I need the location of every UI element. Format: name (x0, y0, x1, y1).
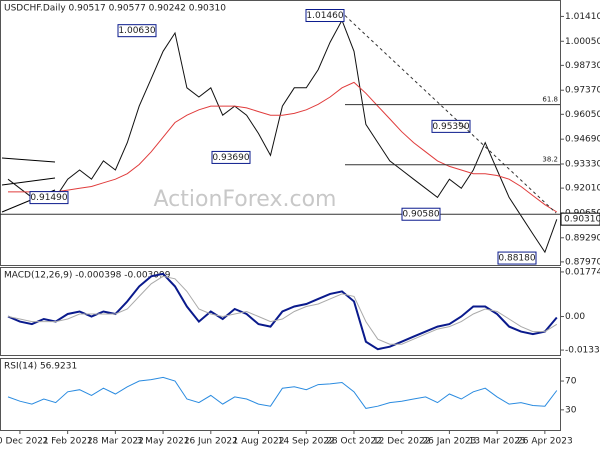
x-tick-label: 26 Jan 2023 (422, 437, 476, 447)
y-tick-label: 0.89290 (565, 233, 600, 243)
annotation-box (401, 207, 441, 221)
price-title: USDCHF.Daily 0.90517 0.90577 0.90242 0.9… (4, 4, 226, 14)
fib-label: 38.2 (542, 156, 558, 164)
price-panel (0, 0, 561, 266)
y-tick-label: 1.00050 (565, 37, 600, 47)
y-tick-label: 0.87970 (565, 257, 600, 267)
x-tick-label: 13 Mar 2023 (469, 437, 526, 447)
triangle-line (1, 177, 56, 186)
annotation-label: 0.93690 (212, 153, 249, 163)
macd-title: MACD(12,26,9) -0.000398 -0.003099 (4, 271, 171, 281)
series-line (8, 81, 558, 213)
annotation-box (497, 251, 537, 265)
x-tick-label: 12 Dec 2022 (373, 437, 431, 447)
annotation-box (117, 24, 157, 38)
y-tick-label: 0.00 (565, 312, 585, 322)
x-tick-label: 2 Feb 2022 (43, 437, 93, 447)
x-tick-label: 14 Sep 2022 (278, 437, 335, 447)
annotation-box (211, 150, 251, 164)
y-tick-label: 0.93330 (565, 160, 600, 170)
trend-line (344, 15, 557, 214)
rsi-panel (0, 358, 561, 431)
annotation-label: 0.91490 (30, 193, 67, 203)
annotation-box (29, 191, 69, 205)
annotation-label: 1.01460 (306, 11, 343, 21)
x-tick-label: 3 May 2022 (137, 437, 190, 447)
x-tick-label: 26 Apr 2023 (517, 437, 573, 447)
series-line (7, 19, 558, 254)
fib-label: 61.8 (542, 96, 558, 104)
macd-panel (0, 267, 561, 356)
annotation-label: 1.00630 (118, 26, 155, 36)
last-price-label: 0.90310 (564, 215, 600, 225)
series-line (7, 376, 558, 409)
x-tick-label: 18 Mar 2022 (87, 437, 144, 447)
y-tick-label: 0.97370 (565, 86, 600, 96)
series-line (7, 272, 558, 351)
y-tick-label: 0.01774 (565, 267, 600, 277)
last-price-box (560, 212, 600, 226)
rsi-title: RSI(14) 56.9231 (4, 362, 77, 372)
y-tick-label: 0.92010 (565, 184, 600, 194)
y-tick-label: 0.98730 (565, 61, 600, 71)
x-tick-label: 16 Jun 2022 (184, 437, 238, 447)
x-tick-label: 20 Dec 2021 (0, 437, 49, 447)
x-tick-label: 1 Aug 2022 (233, 437, 285, 447)
annotation-label: 0.90580 (402, 210, 439, 220)
y-tick-label: 30 (565, 405, 577, 415)
annotation-box (305, 9, 345, 23)
series-line (7, 275, 558, 345)
y-tick-label: 0.96050 (565, 110, 600, 120)
annotation-label: 0.95390 (432, 122, 469, 132)
watermark: ActionForex.com (154, 187, 337, 212)
y-tick-label: 1.01410 (565, 12, 600, 22)
y-tick-label: -0.01334 (565, 346, 600, 356)
triangle-line (1, 157, 56, 163)
x-tick-label: 28 Oct 2022 (326, 437, 382, 447)
y-tick-label: 70 (565, 377, 577, 387)
annotation-label: 0.88180 (498, 254, 535, 264)
y-tick-label: 0.94690 (565, 135, 600, 145)
